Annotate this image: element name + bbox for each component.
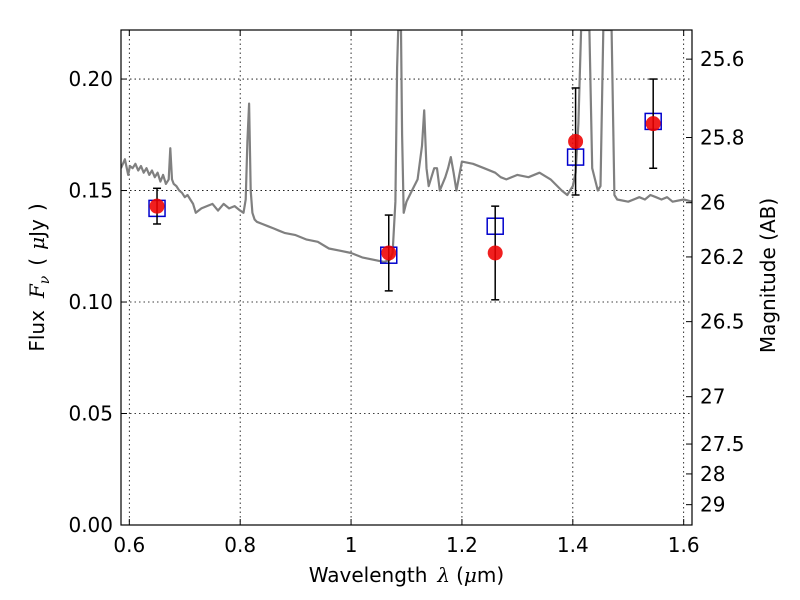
y-tick-label: 0.10 [68, 290, 113, 314]
mag-tick-label: 25.6 [700, 47, 745, 71]
x-tick-label: 1.4 [557, 533, 589, 557]
plot-frame [120, 29, 693, 526]
x-tick-label: 0.6 [113, 533, 145, 557]
ticks: 0.6 0.8 1 1.2 1.4 1.6 0.00 0.05 0.10 0.15 0.20 25.6… [68, 30, 745, 557]
mag-tick-label: 26.2 [700, 245, 745, 269]
x-tick-label: 0.8 [224, 533, 256, 557]
y-axis-title: FluxFν(μJy) [25, 203, 53, 351]
observed-point [487, 245, 503, 261]
mag-tick-label: 26 [700, 191, 725, 215]
y-tick-label: 0.00 [68, 513, 113, 537]
x-tick-label: 1 [345, 533, 358, 557]
mag-tick-label: 25.8 [700, 126, 745, 150]
mag-tick-label: 26.5 [700, 310, 745, 334]
observed-point [381, 245, 397, 261]
mag-tick-label: 29 [700, 493, 725, 517]
y-tick-label: 0.20 [68, 67, 113, 91]
mag-tick-label: 27.5 [700, 432, 745, 456]
mag-tick-label: 28 [700, 462, 725, 486]
observed-point [645, 116, 661, 132]
observed-point [149, 198, 165, 214]
observed-point [568, 133, 584, 149]
x-tick-label: 1.6 [668, 533, 700, 557]
y-tick-label: 0.05 [68, 402, 113, 426]
observed-points-layer [149, 78, 661, 301]
y2-axis-title: Magnitude (AB) [756, 198, 780, 353]
y-tick-label: 0.15 [68, 179, 113, 203]
x-axis-title: Wavelength λ (μm) [309, 563, 504, 587]
mag-tick-label: 27 [700, 385, 725, 409]
x-tick-label: 1.2 [446, 533, 478, 557]
